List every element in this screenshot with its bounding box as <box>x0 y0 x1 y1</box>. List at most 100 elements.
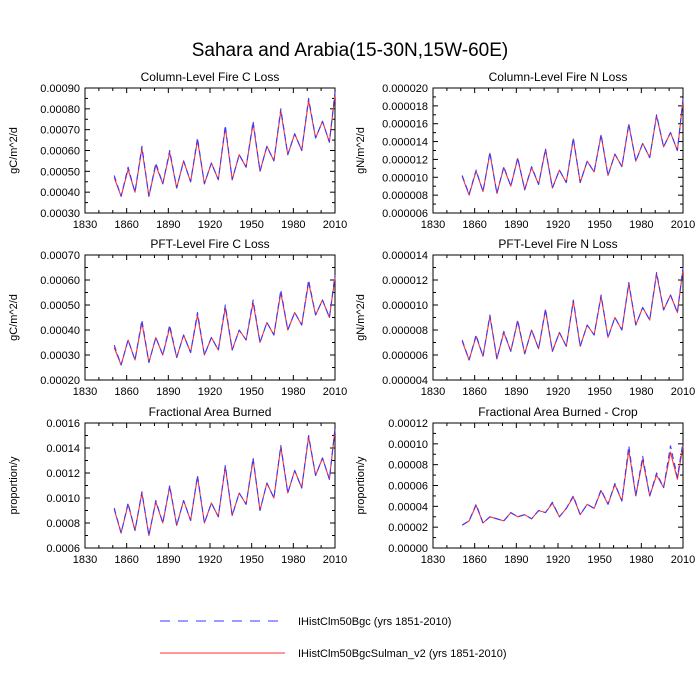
panel-title: Fractional Area Burned - Crop <box>478 405 638 419</box>
panel-title: PFT-Level Fire C Loss <box>150 237 269 251</box>
x-tick-label: 1890 <box>156 386 180 398</box>
panel-title: Fractional Area Burned <box>149 405 272 419</box>
x-tick-label: 1950 <box>587 554 611 566</box>
y-tick-label: 0.000008 <box>382 190 428 202</box>
x-tick-label: 1950 <box>239 554 263 566</box>
x-tick-label: 1860 <box>462 219 486 231</box>
x-tick-label: 1890 <box>156 554 180 566</box>
panels: Column-Level Fire C Loss 1830 1860 1890 1920… <box>8 70 695 566</box>
y-axis-label: proportion/y <box>8 456 20 515</box>
y-axis-label: gC/m^2/d <box>8 294 20 341</box>
y-tick-label: 0.00006 <box>388 481 428 493</box>
series-line-ihistclm50bgcsulman-v2 <box>461 445 684 526</box>
x-tick-label: 1890 <box>504 554 528 566</box>
y-tick-label: 0.0016 <box>46 418 80 430</box>
x-tick-label: 2010 <box>671 219 695 231</box>
y-axis-label: gC/m^2/d <box>8 127 20 174</box>
panel-5: Fractional Area Burned 1830 1860 1890 1920 19… <box>8 405 347 566</box>
y-tick-label: 0.00040 <box>40 325 80 337</box>
x-tick-label: 2010 <box>323 554 347 566</box>
y-axis-label: gN/m^2/d <box>355 294 367 341</box>
y-tick-label: 0.00012 <box>388 418 428 430</box>
y-tick-label: 0.00020 <box>40 375 80 387</box>
x-tick-label: 1980 <box>629 554 653 566</box>
series-line-ihistclm50bgc <box>113 92 336 197</box>
y-tick-label: 0.00002 <box>388 522 428 534</box>
x-tick-label: 1920 <box>546 554 570 566</box>
y-tick-label: 0.000014 <box>382 250 428 262</box>
x-tick-label: 1920 <box>198 554 222 566</box>
y-tick-label: 0.00030 <box>40 350 80 362</box>
panel-title: Column-Level Fire C Loss <box>141 70 280 84</box>
panel-3: PFT-Level Fire C Loss 1830 1860 1890 1920 195… <box>8 237 347 398</box>
y-tick-label: 0.00070 <box>40 250 80 262</box>
y-tick-label: 0.000014 <box>382 137 428 149</box>
y-tick-label: 0.00000 <box>388 543 428 555</box>
x-tick-label: 1860 <box>114 554 138 566</box>
y-tick-label: 0.000010 <box>382 172 428 184</box>
x-tick-label: 1860 <box>462 386 486 398</box>
x-tick-label: 2010 <box>671 554 695 566</box>
y-tick-label: 0.000020 <box>382 83 428 95</box>
series-line-ihistclm50bgc <box>113 427 336 537</box>
y-tick-label: 0.000008 <box>382 325 428 337</box>
panel-title: Column-Level Fire N Loss <box>489 70 628 84</box>
panel-title: PFT-Level Fire N Loss <box>498 237 617 251</box>
plot-frame <box>432 87 684 214</box>
x-tick-label: 1950 <box>239 219 263 231</box>
x-tick-label: 1980 <box>281 554 305 566</box>
legend: IHistClm50Bgc (yrs 1851-2010) IHistClm50B… <box>160 616 506 660</box>
y-tick-label: 0.0008 <box>46 518 80 530</box>
x-tick-label: 1860 <box>462 554 486 566</box>
y-tick-label: 0.000004 <box>382 375 428 387</box>
x-tick-label: 1860 <box>114 219 138 231</box>
y-tick-label: 0.0012 <box>46 468 80 480</box>
x-tick-label: 1830 <box>421 386 445 398</box>
x-tick-label: 1890 <box>504 386 528 398</box>
y-tick-label: 0.000016 <box>382 119 428 131</box>
y-tick-label: 0.0014 <box>46 443 80 455</box>
x-tick-label: 1830 <box>421 219 445 231</box>
x-tick-label: 1920 <box>198 219 222 231</box>
y-tick-label: 0.0010 <box>46 493 80 505</box>
series-line-ihistclm50bgcsulman-v2 <box>113 429 336 537</box>
x-tick-label: 1980 <box>281 386 305 398</box>
x-tick-label: 2010 <box>323 219 347 231</box>
main-title: Sahara and Arabia(15-30N,15W-60E) <box>192 40 509 61</box>
x-tick-label: 1980 <box>281 219 305 231</box>
y-axis-label: gN/m^2/d <box>355 127 367 174</box>
y-tick-label: 0.000006 <box>382 208 428 220</box>
x-tick-label: 1830 <box>73 219 97 231</box>
x-tick-label: 1920 <box>546 386 570 398</box>
plot-frame <box>84 87 336 214</box>
y-tick-label: 0.00070 <box>40 125 80 137</box>
x-tick-label: 1890 <box>504 219 528 231</box>
y-tick-label: 0.00060 <box>40 146 80 158</box>
y-tick-label: 0.00008 <box>388 460 428 472</box>
y-tick-label: 0.0006 <box>46 543 80 555</box>
y-tick-label: 0.00090 <box>40 83 80 95</box>
y-tick-label: 0.00080 <box>40 104 80 116</box>
y-tick-label: 0.00040 <box>40 187 80 199</box>
legend-label: IHistClm50Bgc (yrs 1851-2010) <box>298 616 451 628</box>
x-tick-label: 1980 <box>629 219 653 231</box>
x-tick-label: 1830 <box>73 386 97 398</box>
panel-1: Column-Level Fire C Loss 1830 1860 1890 1920… <box>8 70 347 231</box>
panel-4: PFT-Level Fire N Loss 1830 1860 1890 1920 195… <box>355 237 695 398</box>
x-tick-label: 2010 <box>671 386 695 398</box>
panel-2: Column-Level Fire N Loss 1830 1860 1890 1920… <box>355 70 695 231</box>
series-line-ihistclm50bgc <box>113 274 336 366</box>
y-tick-label: 0.000012 <box>382 275 428 287</box>
y-tick-label: 0.000012 <box>382 154 428 166</box>
y-tick-label: 0.00010 <box>388 439 428 451</box>
y-tick-label: 0.00004 <box>388 501 428 513</box>
x-tick-label: 1950 <box>239 386 263 398</box>
x-tick-label: 1830 <box>421 554 445 566</box>
y-tick-label: 0.000010 <box>382 300 428 312</box>
x-tick-label: 1980 <box>629 386 653 398</box>
x-tick-label: 2010 <box>323 386 347 398</box>
x-tick-label: 1920 <box>198 386 222 398</box>
series-line-ihistclm50bgc <box>461 267 684 361</box>
legend-label: IHistClm50BgcSulman_v2 (yrs 1851-2010) <box>298 648 506 660</box>
